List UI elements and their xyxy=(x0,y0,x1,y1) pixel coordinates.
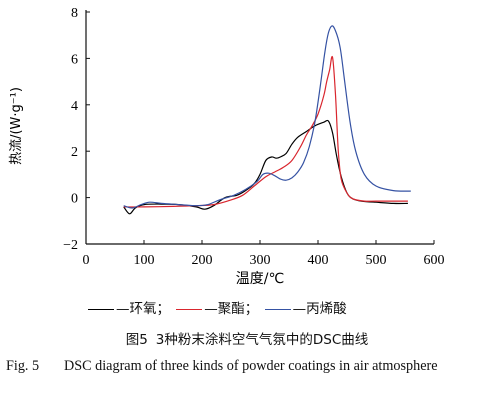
x-tick-label: 200 xyxy=(192,253,213,268)
legend-swatch-polyester xyxy=(176,308,203,310)
legend-swatch-acrylic xyxy=(264,308,291,310)
chart-series xyxy=(123,25,411,215)
x-tick-label: 400 xyxy=(308,253,329,268)
legend-item-acrylic: —丙烯酸 xyxy=(264,301,347,317)
chart-legend: —环氧； —聚酯； —丙烯酸 xyxy=(88,297,349,317)
series-line-acrylic xyxy=(123,25,411,209)
chart-axes xyxy=(85,10,434,245)
y-tick-label: 4 xyxy=(71,99,78,114)
caption-en-label: Fig. 5 xyxy=(6,358,40,374)
legend-label-acrylic: —丙烯酸 xyxy=(292,301,347,317)
x-tick-label: 100 xyxy=(134,253,155,268)
legend-swatch-epoxy xyxy=(88,308,114,310)
y-tick-label: 2 xyxy=(71,145,78,160)
x-axis-label: 温度/℃ xyxy=(236,271,284,287)
x-tick-label: 600 xyxy=(424,253,445,268)
figure-caption-en: Fig. 5 DSC diagram of three kinds of powd… xyxy=(6,356,490,376)
caption-en-text: DSC diagram of three kinds of powder coa… xyxy=(64,358,438,374)
legend-label-epoxy: —环氧； xyxy=(116,301,170,317)
y-tick-label: 6 xyxy=(71,52,78,67)
caption-cn-label: 图5 xyxy=(125,332,148,348)
y-axis-label: 热流/(W·g⁻¹) xyxy=(9,87,24,165)
y-tick-label: 8 xyxy=(71,6,78,21)
figure-caption-cn: 图5 3种粉末涂料空气气氛中的DSC曲线 xyxy=(0,328,494,348)
x-tick-label: 300 xyxy=(250,253,271,268)
x-tick-label: 0 xyxy=(83,253,90,268)
chart-ticks: 0 100 200 300 400 500 600 −2 0 2 4 6 8 xyxy=(63,6,444,268)
series-line-polyester xyxy=(123,55,408,208)
x-tick-label: 500 xyxy=(366,253,387,268)
y-tick-label: −2 xyxy=(63,238,78,253)
legend-item-epoxy: —环氧； xyxy=(88,301,174,317)
legend-label-polyester: —聚酯； xyxy=(204,301,259,317)
legend-item-polyester: —聚酯； xyxy=(176,301,262,317)
caption-cn-text: 3种粉末涂料空气气氛中的DSC曲线 xyxy=(155,332,369,348)
dsc-chart: 0 100 200 300 400 500 600 −2 0 2 4 6 8 温度/℃ 热流/(W·g⁻… xyxy=(9,6,445,287)
y-tick-label: 0 xyxy=(71,192,78,207)
series-line-epoxy xyxy=(123,119,408,215)
